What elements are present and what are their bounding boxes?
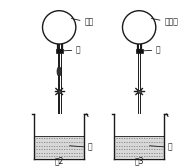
Text: 水: 水 [150,143,172,152]
Text: 水: 水 [70,143,92,152]
Text: 图2: 图2 [54,156,64,165]
Text: 图3: 图3 [134,156,144,165]
FancyBboxPatch shape [115,136,164,158]
FancyBboxPatch shape [35,136,84,158]
FancyBboxPatch shape [137,90,141,93]
Text: 氨气: 氨气 [71,18,93,27]
Ellipse shape [57,67,61,76]
Text: 氯化氢: 氯化氢 [151,18,178,27]
FancyBboxPatch shape [136,49,143,53]
FancyBboxPatch shape [58,90,61,93]
Text: 水: 水 [64,46,81,54]
Circle shape [43,11,76,44]
Circle shape [122,11,156,44]
FancyBboxPatch shape [56,49,63,53]
Text: 水: 水 [144,46,160,54]
